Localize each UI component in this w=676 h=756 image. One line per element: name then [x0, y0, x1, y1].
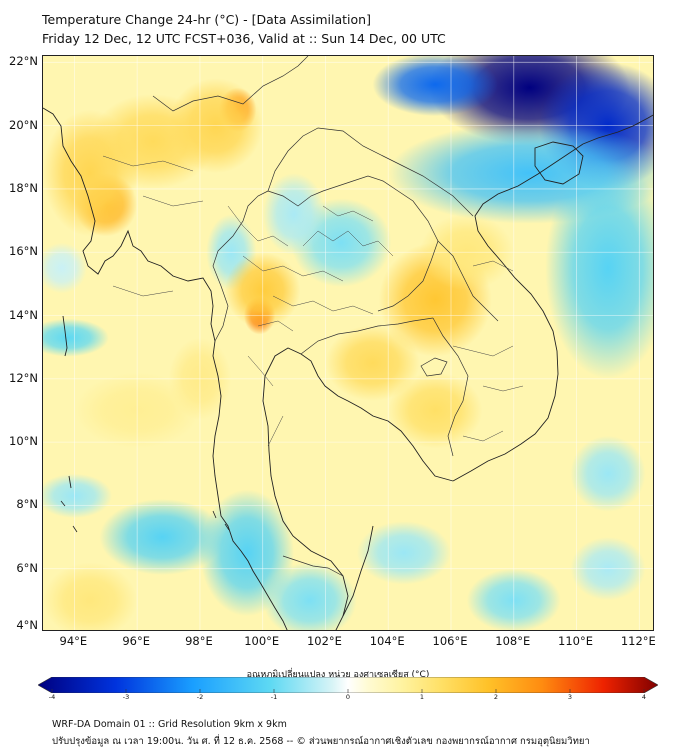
- temperature-anomaly-blob: [43, 242, 87, 294]
- temperature-anomaly-blob: [90, 93, 216, 189]
- coastline-gulf-of-thailand: [262, 347, 454, 630]
- temperature-anomaly-blob: [372, 56, 499, 117]
- coastline-malaysia-east: [342, 525, 374, 617]
- coastline-peninsula-west: [240, 550, 288, 630]
- temperature-anomaly-blob: [43, 318, 109, 357]
- colorbar-tick-label: -1: [270, 693, 278, 701]
- border-myanmar-thailand: [212, 190, 269, 342]
- latitude-tick-label: 22°N: [9, 54, 38, 69]
- latitude-tick-label: 8°N: [16, 497, 38, 512]
- colorbar: [38, 677, 658, 693]
- border-laos-china: [267, 127, 474, 217]
- latitude-tick-label: 20°N: [9, 117, 38, 132]
- colorbar-tick-label: 3: [567, 693, 573, 701]
- latitude-tick-label: 10°N: [9, 434, 38, 449]
- border-laos-vietnam: [437, 240, 499, 322]
- graticule: [43, 56, 653, 630]
- latitude-tick-label: 12°N: [9, 370, 38, 385]
- colorbar-tick-label: -3: [122, 693, 130, 701]
- longitude-tick-label: 98°E: [185, 634, 213, 648]
- temperature-anomaly-blob: [262, 562, 357, 630]
- colorbar-tick-label: 0: [345, 693, 351, 701]
- colorbar-tick-label: -2: [196, 693, 204, 701]
- longitude-tick-label: 94°E: [59, 634, 88, 648]
- coastline-vietnam: [452, 143, 584, 482]
- region-boundaries: [452, 260, 524, 442]
- myanmar-region-boundaries: [102, 155, 204, 297]
- map-subtitle: Friday 12 Dec, 12 UTC FCST+036, Valid at…: [42, 31, 446, 46]
- map-title: Temperature Change 24-hr (°C) - [Data As…: [42, 12, 371, 27]
- tonle-sap-lake: [420, 357, 448, 377]
- border-china-north: [152, 56, 309, 112]
- longitude-tick-label: 110°E: [558, 634, 594, 648]
- colorbar-title: อุณหภูมิเปลี่ยนแปลง หน่วย องศาเซลเซียส (…: [246, 670, 430, 680]
- latitude-tick-label: 6°N: [16, 560, 38, 575]
- coastlines-and-borders: [43, 56, 653, 630]
- longitude-tick-label: 112°E: [620, 634, 656, 648]
- small-islands: [60, 500, 230, 533]
- longitude-tick-label: 100°E: [244, 634, 280, 648]
- latitude-tick-label: 16°N: [9, 244, 38, 259]
- border-thailand-malaysia: [282, 555, 344, 577]
- temperature-anomaly-blob: [570, 435, 646, 512]
- colorbar-tick-label: 2: [493, 693, 499, 701]
- longitude-tick-label: 108°E: [495, 634, 531, 648]
- temperature-field-map[interactable]: [43, 56, 654, 631]
- temperature-anomaly-blob: [388, 372, 483, 449]
- coastline-south-china: [582, 114, 653, 145]
- longitude-tick-label: 96°E: [122, 634, 150, 648]
- temperature-anomaly-blob: [262, 173, 326, 256]
- coastline-myanmar: [43, 107, 242, 552]
- temperature-anomaly-blob: [43, 473, 113, 519]
- temperature-anomaly-blob: [356, 521, 451, 585]
- temperature-anomaly-blob: [99, 499, 226, 576]
- temperature-anomaly-blob: [325, 325, 420, 401]
- temperature-anomaly-field: [43, 56, 653, 630]
- border-laos-thailand: [267, 175, 439, 312]
- latitude-tick-label: 14°N: [9, 307, 38, 322]
- latitude-tick-label: 18°N: [9, 180, 38, 195]
- border-thailand-cambodia: [300, 317, 434, 355]
- province-boundaries: [227, 205, 394, 447]
- latitude-tick-label: 4°N: [16, 618, 38, 632]
- longitude-tick-label: 106°E: [432, 634, 468, 648]
- coastline-hainan: [534, 141, 584, 185]
- footer-domain-info: WRF-DA Domain 01 :: Grid Resolution 9km …: [52, 719, 287, 730]
- border-cambodia-vietnam: [432, 317, 469, 457]
- andaman-islands: [62, 315, 72, 489]
- map-panel[interactable]: [42, 55, 654, 631]
- footer-update-credit: ปรับปรุงข้อมูล ณ เวลา 19:00น. วัน ศ. ที่…: [52, 736, 590, 747]
- colorbar-tick-label: 4: [641, 693, 647, 701]
- temperature-anomaly-blob: [545, 157, 653, 379]
- colorbar-tick-label: -4: [48, 693, 56, 701]
- temperature-anomaly-blob: [43, 562, 138, 630]
- longitude-tick-label: 104°E: [369, 634, 405, 648]
- colorbar-tick-label: 1: [419, 693, 425, 701]
- longitude-tick-label: 102°E: [306, 634, 342, 648]
